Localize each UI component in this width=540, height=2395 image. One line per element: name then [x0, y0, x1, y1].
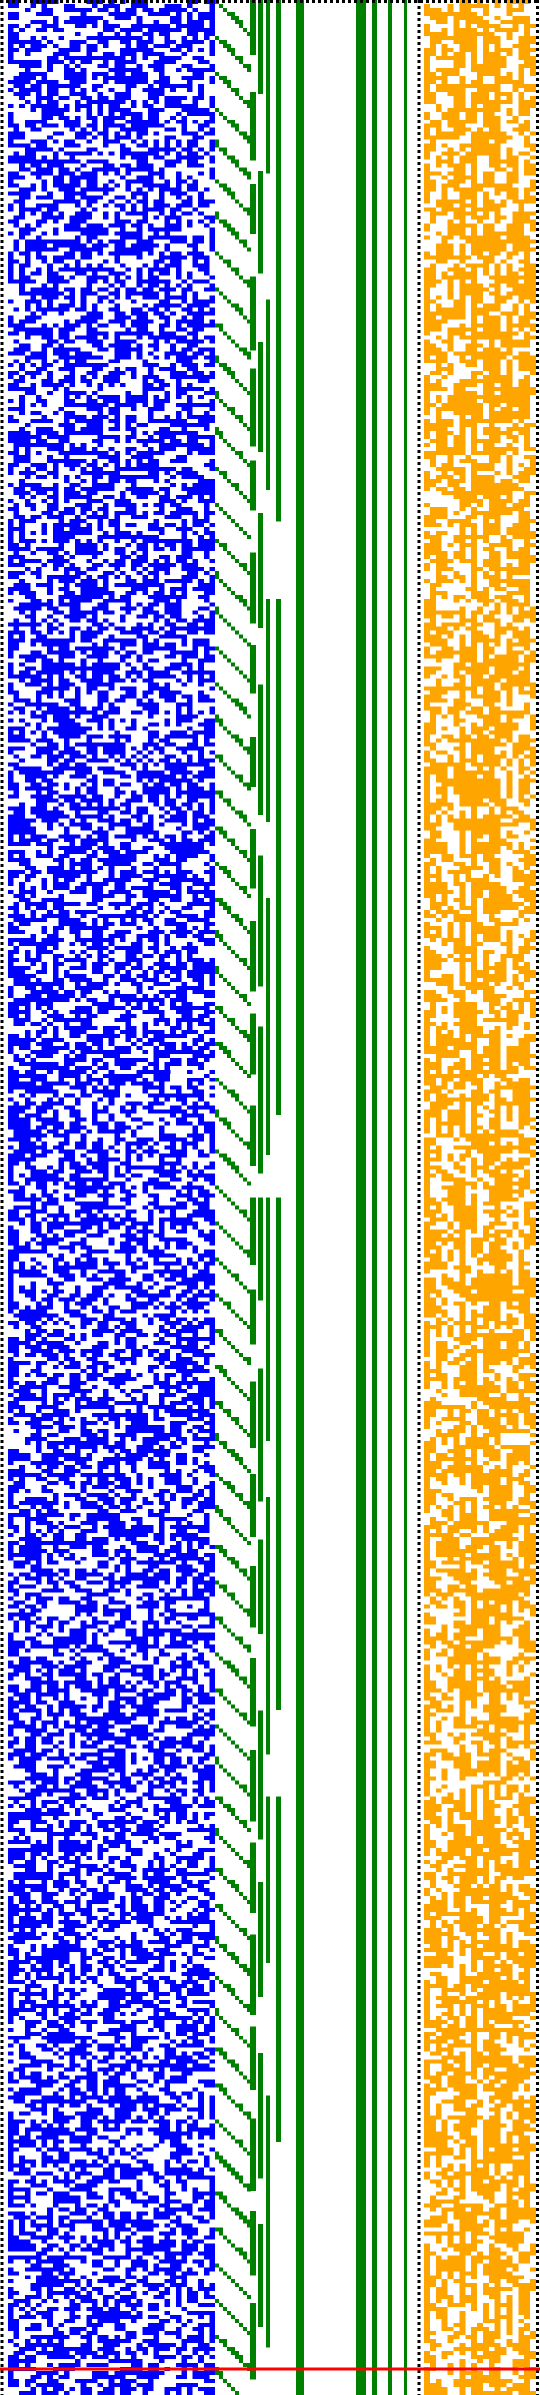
- carry-diagonal: [215, 0, 251, 2395]
- blue-bit-cells: [7, 0, 215, 2395]
- green-vertical-bars: [250, 0, 407, 2395]
- right-bit-grid: [424, 0, 536, 2395]
- green-bars: [250, 0, 407, 2395]
- left-bit-grid: [7, 0, 215, 2395]
- orange-bit-cells: [424, 0, 536, 2395]
- green-carry-steps: [215, 0, 251, 2395]
